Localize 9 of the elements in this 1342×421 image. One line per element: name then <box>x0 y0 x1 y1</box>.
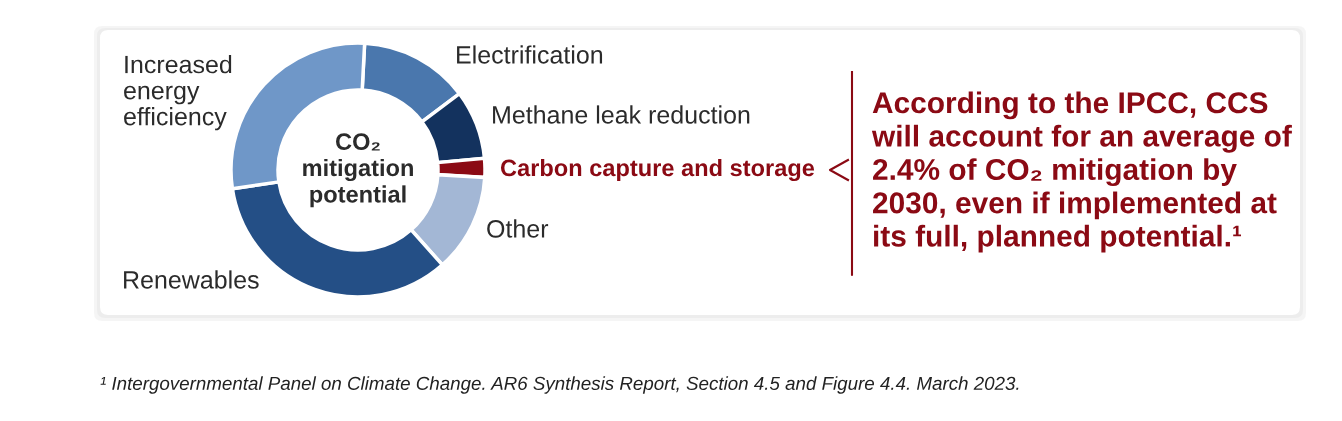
slice-label: Other <box>487 219 549 238</box>
text: CO₂ mitigation potential <box>303 133 413 208</box>
slice-label: Electrification <box>457 45 603 64</box>
slice-label: Increased energy efficiency <box>124 55 232 131</box>
legend-label: Carbon capture and storage <box>500 158 815 182</box>
text: ¹ Intergovernmental Panel on Climate Change. AR6 Synthesis Report, Section 4.5 and Figure 4.4. March 2023. <box>100 376 1019 394</box>
slice-label: Methane leak reduction <box>493 105 750 124</box>
text: According to the IPCC, CCS will account for an average of 2.4% of CO₂ mitigation by 2030, even if implemented at its full, planned potential.¹ <box>871 91 1292 253</box>
slice-label: Renewables <box>124 270 259 289</box>
